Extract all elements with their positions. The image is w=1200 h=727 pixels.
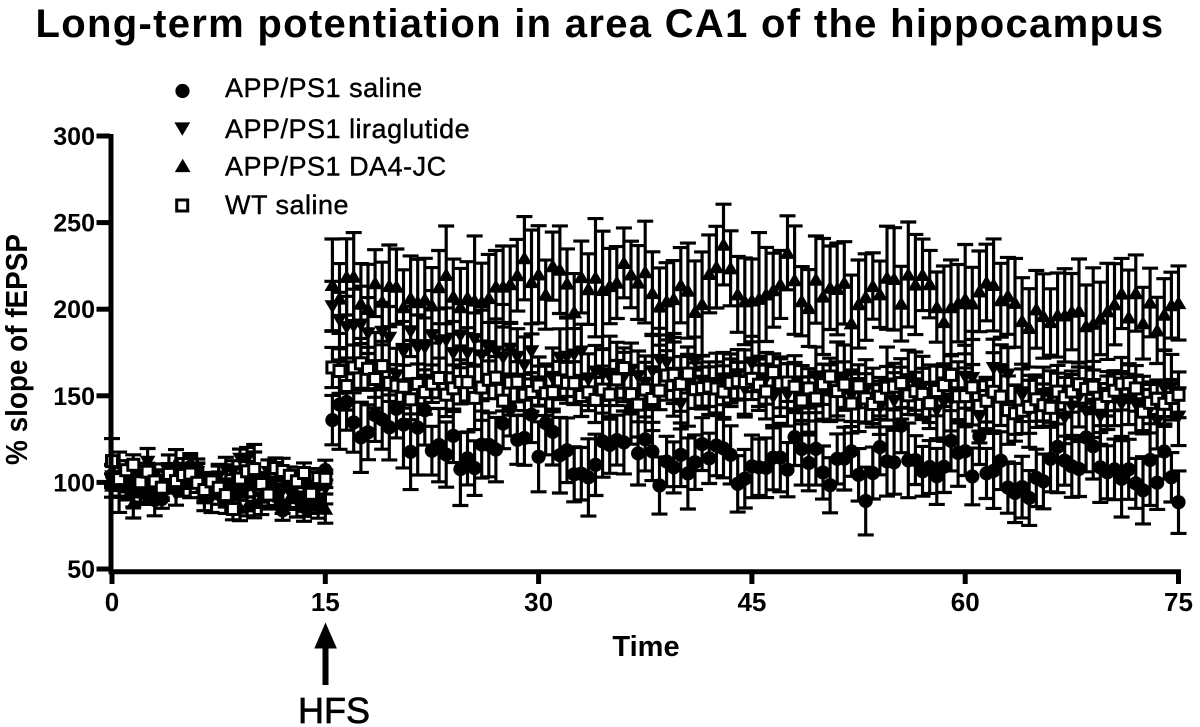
svg-text:200: 200 — [53, 296, 95, 324]
svg-text:45: 45 — [737, 587, 766, 617]
svg-text:300: 300 — [53, 123, 95, 151]
svg-text:0: 0 — [105, 587, 119, 617]
svg-text:250: 250 — [53, 210, 95, 238]
svg-text:60: 60 — [951, 587, 980, 617]
svg-text:75: 75 — [1164, 587, 1193, 617]
svg-text:Long-term potentiation in area: Long-term potentiation in area CA1 of th… — [36, 2, 1165, 46]
svg-text:APP/PS1 DA4-JC: APP/PS1 DA4-JC — [225, 152, 447, 182]
svg-text:100: 100 — [53, 469, 95, 497]
svg-text:APP/PS1 saline: APP/PS1 saline — [225, 73, 423, 103]
svg-text:30: 30 — [524, 587, 553, 617]
svg-text:50: 50 — [67, 556, 95, 584]
svg-text:APP/PS1 liraglutide: APP/PS1 liraglutide — [225, 114, 470, 144]
svg-text:150: 150 — [53, 383, 95, 411]
svg-text:15: 15 — [311, 587, 340, 617]
svg-text:HFS: HFS — [298, 690, 370, 727]
svg-text:Time: Time — [612, 631, 679, 663]
svg-text:% slope of fEPSP: % slope of fEPSP — [0, 234, 34, 465]
svg-text:WT saline: WT saline — [225, 190, 349, 220]
